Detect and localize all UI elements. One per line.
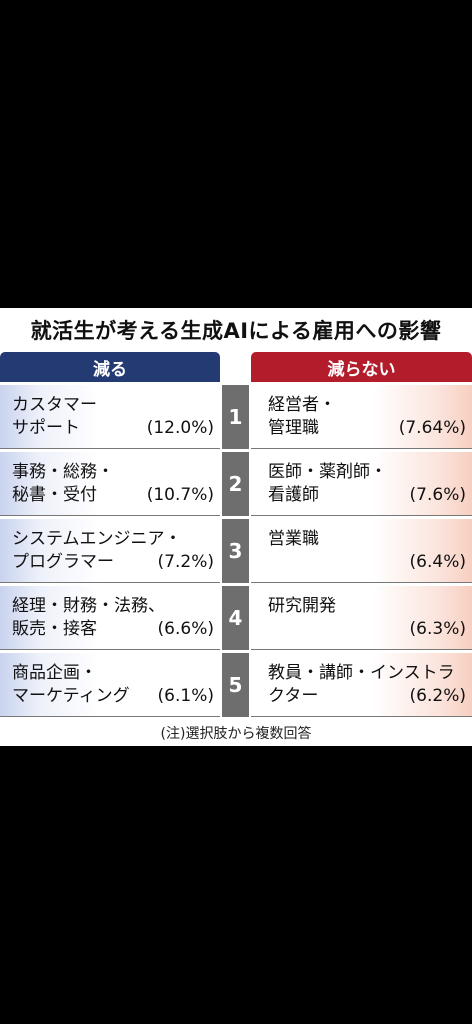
not-decrease-job-label: 営業職 [268, 529, 319, 549]
table-row: 事務・総務・ 秘書・受付 (10.7%) 2 医師・薬剤師・ 看護師 (7.6%) [0, 452, 472, 516]
rank-number: 2 [222, 452, 249, 516]
not-decrease-cell: 研究開発 (6.3%) [251, 586, 472, 650]
footnote: (注)選択肢から複数回答 [160, 726, 312, 742]
not-decrease-cell: 経営者・ 管理職 (7.64%) [251, 385, 472, 449]
decrease-job-label: 商品企画・ マーケティング [12, 663, 130, 706]
not-decrease-cell: 医師・薬剤師・ 看護師 (7.6%) [251, 452, 472, 516]
table-row: カスタマー サポート (12.0%) 1 経営者・ 管理職 (7.64%) [0, 385, 472, 449]
rank-number: 4 [222, 586, 249, 650]
decrease-cell: 経理・財務・法務、 販売・接客 (6.6%) [0, 586, 220, 650]
decrease-percent: (6.1%) [157, 686, 214, 706]
decrease-percent: (10.7%) [146, 485, 214, 505]
decrease-job-label: カスタマー サポート [12, 395, 97, 438]
not-decrease-percent: (7.64%) [398, 418, 466, 438]
table-row: システムエンジニア・ プログラマー (7.2%) 3 営業職 (6.4%) [0, 519, 472, 583]
decrease-percent: (7.2%) [157, 552, 214, 572]
table-row: 経理・財務・法務、 販売・接客 (6.6%) 4 研究開発 (6.3%) [0, 586, 472, 650]
decrease-cell: カスタマー サポート (12.0%) [0, 385, 220, 449]
rank-number: 1 [222, 385, 249, 449]
decrease-percent: (6.6%) [157, 619, 214, 639]
rank-number: 5 [222, 653, 249, 717]
not-decrease-percent: (7.6%) [409, 485, 466, 505]
not-decrease-percent: (6.3%) [409, 619, 466, 639]
table-row: 商品企画・ マーケティング (6.1%) 5 教員・講師・インストラ クター (6.2%… [0, 653, 472, 717]
not-decrease-job-label: 教員・講師・インストラ クター [268, 663, 455, 706]
chart-card: 就活生が考える生成AIによる雇用への影響 減る 減らない カスタマー サポート (… [0, 308, 472, 746]
decrease-cell: 事務・総務・ 秘書・受付 (10.7%) [0, 452, 220, 516]
not-decrease-percent: (6.4%) [409, 552, 466, 572]
decrease-job-label: 経理・財務・法務、 販売・接客 [12, 596, 165, 639]
not-decrease-job-label: 経営者・ 管理職 [268, 395, 336, 438]
not-decrease-job-label: 医師・薬剤師・ 看護師 [268, 462, 387, 505]
decrease-job-label: システムエンジニア・ プログラマー [12, 529, 182, 572]
decrease-cell: システムエンジニア・ プログラマー (7.2%) [0, 519, 220, 583]
rank-number: 3 [222, 519, 249, 583]
decrease-job-label: 事務・総務・ 秘書・受付 [12, 462, 114, 505]
not-decrease-cell: 教員・講師・インストラ クター (6.2%) [251, 653, 472, 717]
not-decrease-job-label: 研究開発 [268, 596, 336, 616]
chart-title: 就活生が考える生成AIによる雇用への影響 [30, 319, 442, 343]
not-decrease-cell: 営業職 (6.4%) [251, 519, 472, 583]
column-header-not-decrease: 減らない [251, 352, 472, 382]
not-decrease-percent: (6.2%) [409, 686, 466, 706]
decrease-percent: (12.0%) [146, 418, 214, 438]
column-header-decrease: 減る [0, 352, 220, 382]
decrease-cell: 商品企画・ マーケティング (6.1%) [0, 653, 220, 717]
